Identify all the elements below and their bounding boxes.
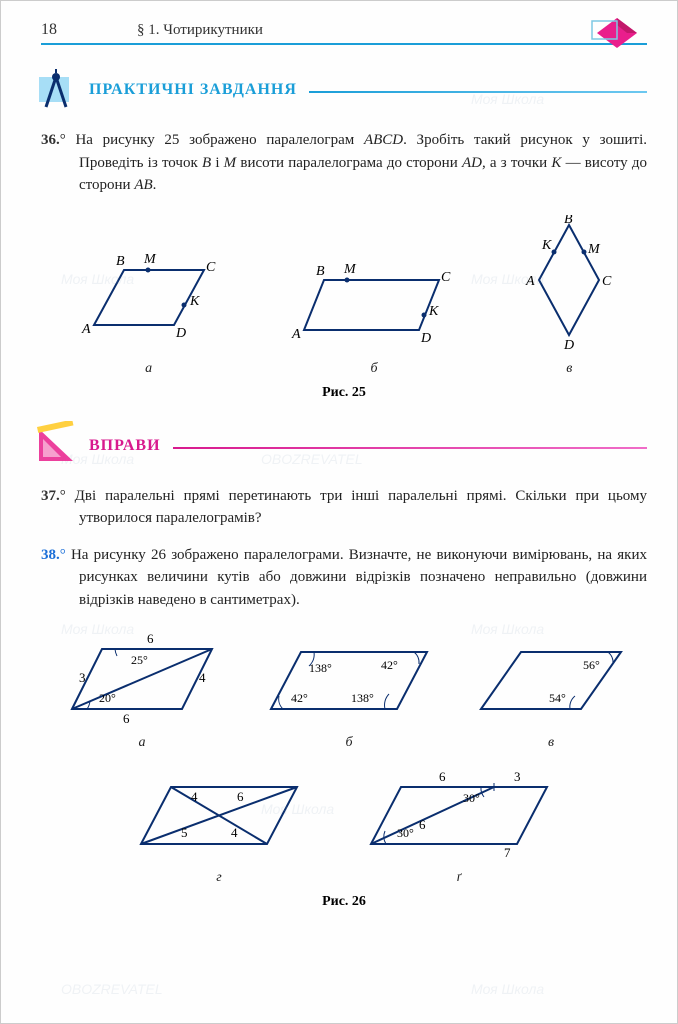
problem-36: 36.° На рисунку 25 зображено паралелогра… bbox=[41, 129, 647, 197]
svg-text:7: 7 bbox=[504, 845, 511, 860]
compass-icon bbox=[31, 65, 81, 115]
figure-label: а bbox=[57, 735, 227, 751]
svg-text:3: 3 bbox=[514, 769, 521, 784]
problem-degree: ° bbox=[60, 547, 66, 563]
svg-text:3: 3 bbox=[79, 670, 86, 685]
page-header: 18 § 1. Чотирикутники bbox=[41, 21, 647, 45]
svg-text:42°: 42° bbox=[381, 658, 398, 672]
svg-text:B: B bbox=[564, 215, 573, 227]
figure-25-caption: Рис. 25 bbox=[41, 385, 647, 401]
svg-text:6: 6 bbox=[419, 817, 426, 832]
problem-degree: ° bbox=[60, 488, 66, 504]
section-practical-title: ПРАКТИЧНІ ЗАВДАННЯ bbox=[89, 81, 309, 99]
svg-text:B: B bbox=[316, 264, 325, 279]
svg-text:4: 4 bbox=[231, 825, 238, 840]
figure-label: б bbox=[289, 361, 459, 377]
svg-text:6: 6 bbox=[439, 769, 446, 784]
section-practical-header: ПРАКТИЧНІ ЗАВДАННЯ bbox=[31, 65, 647, 115]
corner-decoration-icon bbox=[587, 13, 647, 53]
svg-text:A: A bbox=[81, 322, 91, 337]
svg-text:5: 5 bbox=[181, 825, 188, 840]
section-exercises-title: ВПРАВИ bbox=[89, 437, 173, 455]
svg-text:K: K bbox=[189, 294, 200, 309]
svg-text:30°: 30° bbox=[397, 826, 414, 840]
figure-26b: 138° 42° 42° 138° б bbox=[259, 634, 439, 751]
svg-text:C: C bbox=[602, 274, 612, 289]
figure-26gh: 6 3 6 7 30° 30° ґ bbox=[359, 769, 559, 886]
svg-text:25°: 25° bbox=[131, 653, 148, 667]
svg-text:42°: 42° bbox=[291, 691, 308, 705]
svg-text:6: 6 bbox=[147, 631, 154, 646]
figure-26-caption: Рис. 26 bbox=[41, 894, 647, 910]
section-exercises-header: ВПРАВИ bbox=[31, 421, 647, 471]
chapter-title: § 1. Чотирикутники bbox=[137, 22, 263, 39]
problem-37: 37.° Дві паралельні прямі перетинають тр… bbox=[41, 485, 647, 530]
figure-label: в bbox=[524, 361, 614, 377]
figure-25-row: A B M C K D а A B M C K D б bbox=[41, 215, 647, 377]
problem-38: 38.° На рисунку 26 зображено паралелогра… bbox=[41, 544, 647, 612]
svg-text:B: B bbox=[116, 254, 125, 269]
svg-text:20°: 20° bbox=[99, 691, 116, 705]
svg-text:A: A bbox=[525, 274, 535, 289]
svg-text:K: K bbox=[541, 238, 552, 253]
problem-number: 37. bbox=[41, 488, 60, 504]
figure-label: б bbox=[259, 735, 439, 751]
watermark: Моя Школа bbox=[471, 981, 544, 997]
svg-text:D: D bbox=[563, 338, 574, 353]
svg-text:D: D bbox=[420, 331, 431, 346]
svg-text:M: M bbox=[143, 252, 157, 267]
section-divider bbox=[173, 447, 647, 449]
svg-text:M: M bbox=[587, 242, 601, 257]
svg-text:56°: 56° bbox=[583, 658, 600, 672]
svg-text:K: K bbox=[428, 304, 439, 319]
figure-26-row2: 4 6 5 4 г 6 3 6 7 30° 30° ґ bbox=[41, 769, 647, 886]
svg-text:4: 4 bbox=[191, 789, 198, 804]
svg-text:6: 6 bbox=[123, 711, 130, 726]
problem-number: 38. bbox=[41, 547, 60, 563]
svg-text:30°: 30° bbox=[463, 791, 480, 805]
problem-degree: ° bbox=[60, 132, 66, 148]
svg-text:54°: 54° bbox=[549, 691, 566, 705]
figure-26a: 3 6 4 6 25° 20° а bbox=[57, 629, 227, 751]
problem-text: На рисунку 26 зображено паралелограми. В… bbox=[71, 547, 647, 608]
svg-text:138°: 138° bbox=[351, 691, 374, 705]
figure-26g: 4 6 5 4 г bbox=[129, 769, 309, 886]
triangle-ruler-icon bbox=[31, 421, 81, 471]
svg-text:4: 4 bbox=[199, 670, 206, 685]
svg-text:M: M bbox=[343, 262, 357, 277]
svg-text:D: D bbox=[175, 326, 186, 341]
figure-label: а bbox=[74, 361, 224, 377]
figure-label: в bbox=[471, 735, 631, 751]
problem-text: На рисунку 25 зображено паралелограм ABC… bbox=[75, 132, 647, 193]
textbook-page: Моя Школа Моя Школа Моя Школа OBOZREVATE… bbox=[0, 0, 678, 1024]
figure-label: г bbox=[129, 870, 309, 886]
figure-26v: 56° 54° в bbox=[471, 634, 631, 751]
svg-text:138°: 138° bbox=[309, 661, 332, 675]
svg-text:C: C bbox=[441, 270, 451, 285]
svg-text:6: 6 bbox=[237, 789, 244, 804]
figure-25a: A B M C K D а bbox=[74, 245, 224, 377]
problem-number: 36. bbox=[41, 132, 60, 148]
svg-text:A: A bbox=[291, 327, 301, 342]
page-number: 18 bbox=[41, 21, 57, 39]
figure-25b: A B M C K D б bbox=[289, 255, 459, 377]
svg-text:C: C bbox=[206, 260, 216, 275]
problem-text: Дві паралельні прямі перетинають три інш… bbox=[75, 488, 647, 527]
watermark: OBOZREVATEL bbox=[61, 981, 163, 997]
figure-26-row1: 3 6 4 6 25° 20° а 138° 42° 42° 138° bbox=[41, 629, 647, 751]
section-divider bbox=[309, 91, 647, 93]
figure-25v: B K M A C D в bbox=[524, 215, 614, 377]
figure-label: ґ bbox=[359, 870, 559, 886]
